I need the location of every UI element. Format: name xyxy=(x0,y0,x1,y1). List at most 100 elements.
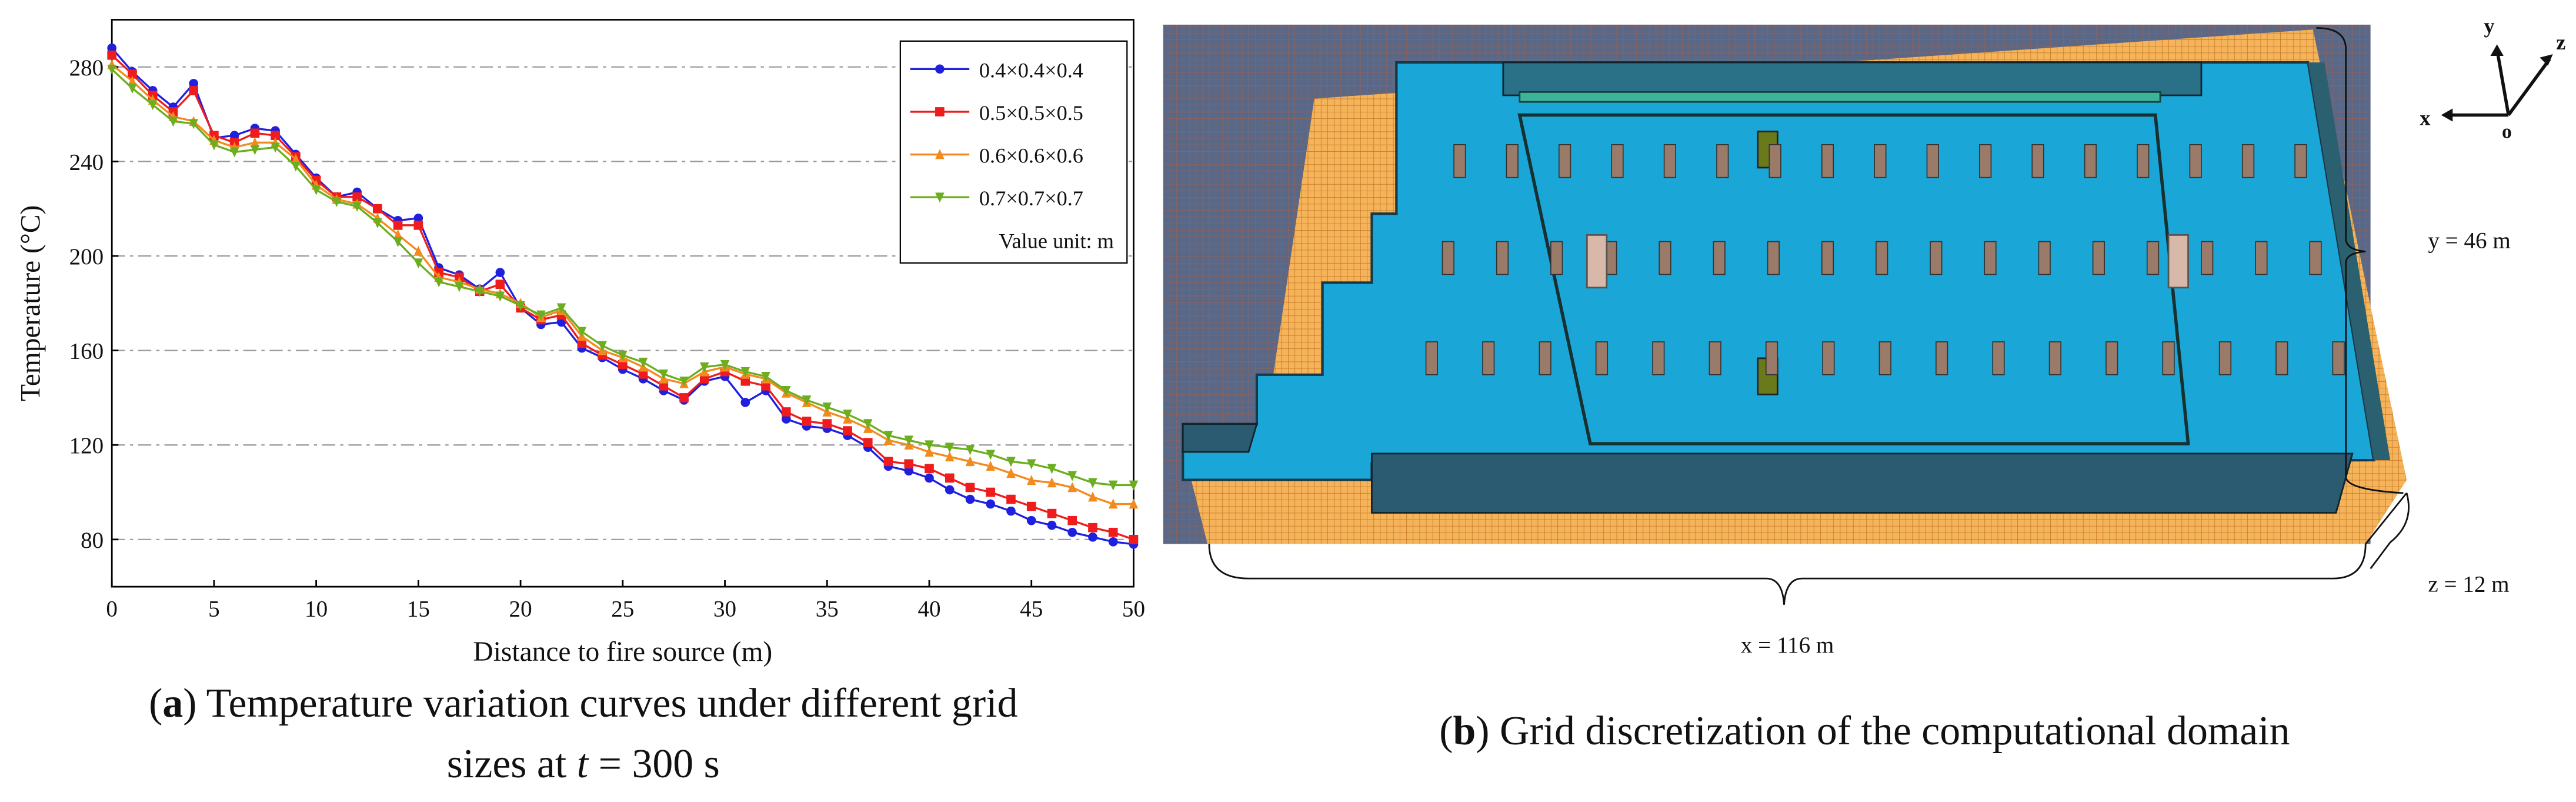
point xyxy=(1006,468,1016,478)
x-tick-label: 30 xyxy=(713,596,736,621)
legend-marker xyxy=(935,149,945,159)
point xyxy=(352,192,362,202)
pillar xyxy=(1482,341,1495,375)
point xyxy=(740,367,750,377)
point xyxy=(598,341,607,351)
pillar xyxy=(2092,241,2105,275)
pillar xyxy=(2105,341,2118,375)
back-wall xyxy=(1502,61,2203,96)
door xyxy=(1586,234,1608,289)
point xyxy=(1047,477,1057,488)
pillar xyxy=(1821,144,1834,178)
point xyxy=(1067,482,1077,492)
diagram: y = 46 m z = 12 m x = 116 m x y z o xyxy=(1163,14,2565,658)
side-wall xyxy=(2308,62,2391,461)
pillar xyxy=(1926,144,1939,178)
pillar xyxy=(1821,241,1834,275)
point xyxy=(128,69,137,79)
pillar xyxy=(1876,241,1888,275)
x-tick-label: 20 xyxy=(509,596,532,621)
point xyxy=(352,201,362,212)
point xyxy=(332,197,342,207)
point xyxy=(413,213,423,223)
point xyxy=(1129,534,1139,544)
axis-y: y xyxy=(2484,14,2494,38)
point xyxy=(802,395,812,406)
point xyxy=(291,154,301,164)
point xyxy=(516,301,525,311)
point xyxy=(986,499,996,509)
pillar xyxy=(1979,144,1992,178)
caption-part: b xyxy=(1453,708,1476,754)
y-tick-label: 120 xyxy=(69,433,104,458)
point xyxy=(229,131,239,141)
point xyxy=(925,447,934,457)
point xyxy=(740,376,750,386)
y-tick-label: 240 xyxy=(69,149,104,175)
pillar xyxy=(1769,144,1781,178)
point xyxy=(393,229,403,239)
point xyxy=(1088,532,1097,542)
point xyxy=(945,451,955,462)
pillars xyxy=(1425,144,2345,375)
dim-y: y = 46 m xyxy=(2428,228,2510,254)
point xyxy=(965,494,975,504)
point xyxy=(128,84,137,94)
brace-y xyxy=(2316,27,2404,494)
dim-x: x = 116 m xyxy=(1741,633,1834,658)
x-tick-label: 0 xyxy=(106,596,118,621)
point xyxy=(904,459,914,469)
pillar xyxy=(1992,341,2005,375)
caption-part: ) Temperature variation curves under dif… xyxy=(183,681,1017,726)
point xyxy=(761,371,770,382)
pillar xyxy=(1930,241,1943,275)
x-tick-label: 25 xyxy=(611,596,634,621)
point xyxy=(393,237,403,248)
y-tick-label: 80 xyxy=(81,528,104,553)
point xyxy=(781,414,791,424)
legend-marker xyxy=(935,64,945,74)
line-chart: 80 120 160 200 240 280 0 5 10 15 20 25 30 35 40 45 50 Dis… xyxy=(15,19,1145,667)
axis-o: o xyxy=(2502,121,2512,143)
point xyxy=(699,374,709,384)
pillar xyxy=(1663,144,1676,178)
pillar xyxy=(2294,144,2307,178)
point xyxy=(925,464,934,474)
point xyxy=(373,204,382,214)
point xyxy=(107,43,117,53)
x-tick-label: 15 xyxy=(407,596,430,621)
point xyxy=(1026,475,1036,485)
point xyxy=(843,426,852,435)
point xyxy=(883,457,893,467)
point xyxy=(1006,506,1016,516)
legend-marker xyxy=(935,107,945,117)
pillar xyxy=(1878,341,1891,375)
y-axis-label: Temperature (°C) xyxy=(15,205,46,401)
point xyxy=(413,245,423,256)
point xyxy=(1108,498,1118,509)
pillar xyxy=(1874,144,1887,178)
point xyxy=(761,381,770,391)
point xyxy=(1026,515,1036,525)
caption-a-line2: sizes at t = 300 s xyxy=(447,741,720,787)
pillar xyxy=(1652,341,1665,375)
caption-part: sizes at xyxy=(447,741,577,787)
point xyxy=(822,402,832,413)
x-axis-label: Distance to fire source (m) xyxy=(473,637,772,667)
point xyxy=(659,369,669,380)
point xyxy=(986,487,996,497)
x-tick-label: 45 xyxy=(1020,596,1043,621)
legend-box xyxy=(899,40,1128,264)
legend-note: Value unit: m xyxy=(999,229,1114,253)
axis-x: x xyxy=(2420,106,2430,129)
point xyxy=(229,147,239,158)
point xyxy=(883,431,893,441)
point xyxy=(475,287,485,297)
legend-label: 0.6×0.6×0.6 xyxy=(979,144,1083,168)
point xyxy=(128,75,137,86)
pillar xyxy=(1984,241,1997,275)
caption-part: a xyxy=(162,681,183,726)
pillar xyxy=(1767,241,1780,275)
point xyxy=(291,161,301,172)
x-tick-label: 35 xyxy=(816,596,839,621)
